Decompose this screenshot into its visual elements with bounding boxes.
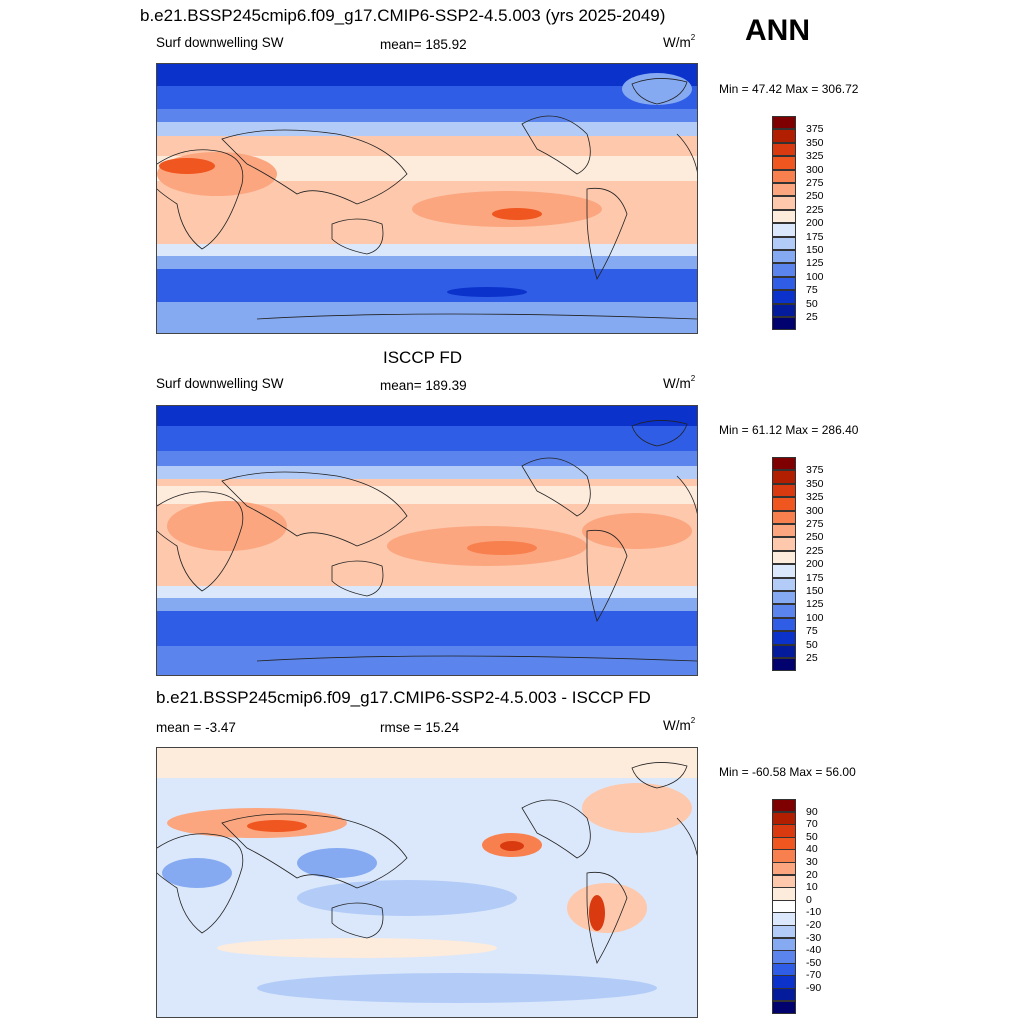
cbar-tick: 70 — [806, 818, 818, 831]
panel3-map — [156, 747, 698, 1018]
cbar-tick: -10 — [806, 906, 822, 919]
panel1-minmax: Min = 47.42 Max = 306.72 — [719, 82, 859, 96]
cbar-tick: 300 — [806, 504, 824, 517]
panel1-units: W/m2 — [663, 33, 696, 50]
cbar-tick: 325 — [806, 491, 824, 504]
panel3-mean-label: mean = -3.47 — [156, 720, 236, 735]
cbar-tick: 50 — [806, 297, 818, 310]
panel2-units: W/m2 — [663, 374, 696, 391]
panel2-minmax: Min = 61.12 Max = 286.40 — [719, 423, 859, 437]
cbar-tick: 100 — [806, 270, 824, 283]
cbar-tick: -30 — [806, 931, 822, 944]
cbar-tick: 150 — [806, 585, 824, 597]
cbar-tick: 125 — [806, 598, 824, 611]
cbar-tick: 375 — [806, 464, 824, 477]
cbar-tick: -90 — [806, 982, 822, 994]
panel1-mean-label: mean= 185.92 — [380, 37, 467, 52]
cbar-tick: 0 — [806, 893, 812, 906]
cbar-tick: 10 — [806, 881, 818, 894]
panel2-map — [156, 405, 698, 676]
cbar-tick: 200 — [806, 217, 824, 230]
cbar-tick: 375 — [806, 123, 824, 136]
panel2-left-label: Surf downwelling SW — [156, 376, 284, 391]
cbar-tick: 75 — [806, 284, 818, 297]
cbar-tick: 25 — [806, 311, 818, 323]
cbar-tick: 250 — [806, 190, 824, 203]
cbar-tick: 30 — [806, 856, 818, 868]
cbar-tick: -20 — [806, 919, 822, 931]
cbar-tick: -50 — [806, 956, 822, 969]
cbar-tick: 25 — [806, 652, 818, 664]
cbar-tick: 350 — [806, 477, 824, 490]
cbar-tick: 20 — [806, 868, 818, 881]
panel1-left-label: Surf downwelling SW — [156, 35, 284, 50]
cbar-tick: 225 — [806, 203, 824, 216]
cbar-tick: 175 — [806, 230, 824, 243]
cbar-tick: -70 — [806, 969, 822, 982]
cbar-tick: 175 — [806, 571, 824, 584]
panel3-title: b.e21.BSSP245cmip6.f09_g17.CMIP6-SSP2-4.… — [156, 688, 651, 707]
cbar-tick: -40 — [806, 944, 822, 957]
cbar-tick: 90 — [806, 805, 818, 818]
cbar-tick: 150 — [806, 244, 824, 256]
cbar-tick: 50 — [806, 830, 818, 843]
panel3-units: W/m2 — [663, 716, 696, 733]
panel2-mean-label: mean= 189.39 — [380, 378, 467, 393]
cbar-tick: 75 — [806, 625, 818, 638]
cbar-tick: 275 — [806, 518, 824, 530]
panel3-rmse-label: rmse = 15.24 — [380, 720, 460, 735]
cbar-tick: 50 — [806, 638, 818, 651]
cbar-tick: 275 — [806, 177, 824, 189]
cbar-tick: 350 — [806, 136, 824, 149]
cbar-tick: 100 — [806, 611, 824, 624]
cbar-tick: 250 — [806, 531, 824, 544]
cbar-tick: 200 — [806, 558, 824, 571]
cbar-tick: 40 — [806, 843, 818, 856]
panel1-map — [156, 63, 698, 334]
main-title: b.e21.BSSP245cmip6.f09_g17.CMIP6-SSP2-4.… — [140, 6, 666, 25]
season-label: ANN — [745, 14, 810, 47]
cbar-tick: 300 — [806, 163, 824, 176]
cbar-tick: 325 — [806, 150, 824, 163]
panel2-title: ISCCP FD — [383, 348, 463, 367]
panel3-minmax: Min = -60.58 Max = 56.00 — [719, 765, 856, 779]
cbar-tick: 225 — [806, 544, 824, 557]
cbar-tick: 125 — [806, 257, 824, 270]
